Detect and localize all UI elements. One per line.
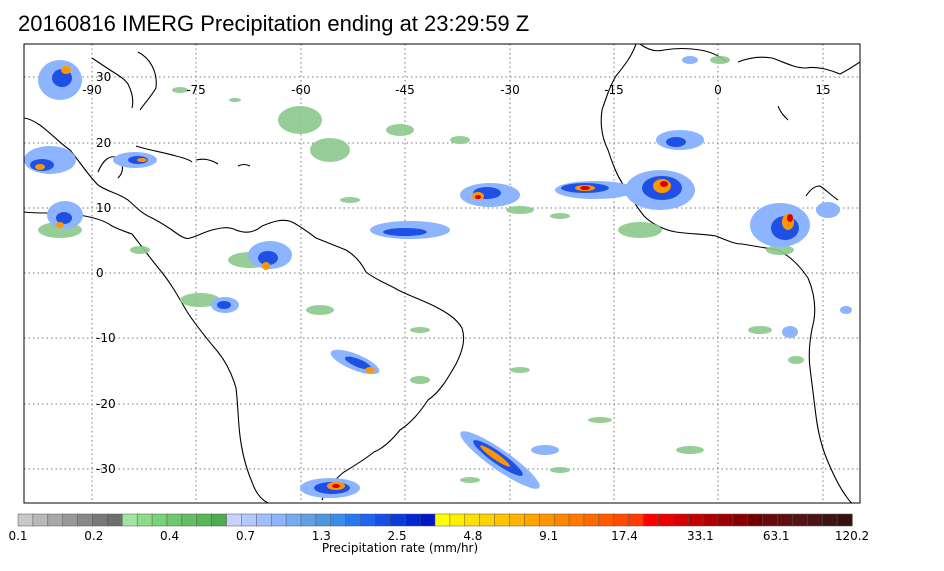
colorbar-swatch xyxy=(673,513,689,527)
longitude-label: 15 xyxy=(815,83,830,97)
latitude-label: -10 xyxy=(96,331,116,345)
longitude-label: -45 xyxy=(395,83,415,97)
colorbar-swatch xyxy=(300,513,317,527)
colorbar-swatch xyxy=(375,513,391,527)
colorbar-tick-label: 33.1 xyxy=(687,529,714,543)
colorbar-tick-label: 4.8 xyxy=(463,529,482,543)
colorbar-swatch xyxy=(464,513,481,527)
colorbar-swatch xyxy=(524,513,540,527)
colorbar xyxy=(17,513,853,527)
map-background xyxy=(24,44,860,503)
colorbar-swatch xyxy=(390,513,406,527)
colorbar-swatch xyxy=(47,513,64,527)
colorbar-swatch xyxy=(196,513,213,527)
colorbar-swatch xyxy=(658,513,674,527)
colorbar-tick-label: 0.4 xyxy=(160,529,179,543)
colorbar-swatch xyxy=(836,513,853,527)
colorbar-swatch xyxy=(419,513,436,527)
latitude-label: -20 xyxy=(96,397,116,411)
colorbar-swatch xyxy=(360,513,377,527)
map-frame xyxy=(23,43,861,504)
colorbar-swatch xyxy=(687,513,704,527)
colorbar-swatch xyxy=(136,513,153,527)
colorbar-swatch xyxy=(32,513,49,527)
longitude-label: -90 xyxy=(82,83,102,97)
colorbar-swatch xyxy=(509,513,525,527)
colorbar-tick-label: 63.1 xyxy=(763,529,790,543)
longitude-label: -75 xyxy=(186,83,206,97)
colorbar-swatch xyxy=(17,513,34,527)
colorbar-swatch xyxy=(77,513,94,527)
colorbar-swatch xyxy=(553,513,570,527)
colorbar-swatch xyxy=(181,513,198,527)
colorbar-swatch xyxy=(256,513,272,527)
colorbar-swatch xyxy=(241,513,257,527)
colorbar-swatch xyxy=(598,513,615,527)
colorbar-swatch xyxy=(62,513,79,527)
colorbar-swatch xyxy=(583,513,600,527)
colorbar-tick-label: 0.7 xyxy=(236,529,255,543)
colorbar-swatch xyxy=(807,513,823,527)
longitude-label: 0 xyxy=(714,83,722,97)
colorbar-swatch xyxy=(434,513,451,527)
colorbar-tick-label: 1.3 xyxy=(312,529,331,543)
colorbar-tick-labels: 0.1 0.2 0.4 0.7 1.3 2.5 4.8 9.1 17.4 33.1 63.1 120.… xyxy=(8,529,869,543)
colorbar-tick-label: 9.1 xyxy=(539,529,558,543)
colorbar-tick-label: 2.5 xyxy=(388,529,407,543)
latitude-label: 10 xyxy=(96,201,111,215)
longitude-label: -15 xyxy=(604,83,624,97)
colorbar-swatch xyxy=(107,513,123,527)
colorbar-swatch xyxy=(151,513,168,527)
map-title: 20160816 IMERG Precipitation ending at 2… xyxy=(18,11,530,36)
colorbar-swatch xyxy=(732,513,749,527)
colorbar-swatch xyxy=(122,513,138,527)
colorbar-swatch xyxy=(315,513,332,527)
colorbar-swatch xyxy=(166,513,183,527)
colorbar-swatch xyxy=(747,513,764,527)
latitude-label: 0 xyxy=(96,266,104,280)
colorbar-tick-label: 0.1 xyxy=(8,529,27,543)
colorbar-tick-label: 17.4 xyxy=(611,529,638,543)
colorbar-swatch xyxy=(613,513,630,527)
colorbar-swatch xyxy=(211,513,228,527)
colorbar-swatch xyxy=(792,513,808,527)
colorbar-swatch xyxy=(270,513,287,527)
colorbar-tick-label: 120.2 xyxy=(835,529,869,543)
colorbar-swatch xyxy=(449,513,466,527)
colorbar-swatch xyxy=(762,513,779,527)
colorbar-swatch xyxy=(568,513,585,527)
colorbar-swatch xyxy=(285,513,302,527)
latitude-label: -30 xyxy=(96,462,116,476)
longitude-label: -60 xyxy=(291,83,311,97)
colorbar-swatch xyxy=(92,513,108,527)
colorbar-swatch xyxy=(628,513,645,527)
colorbar-swatch xyxy=(330,513,347,527)
colorbar-swatch xyxy=(494,513,511,527)
precipitation-field xyxy=(24,56,852,498)
colorbar-swatch xyxy=(345,513,362,527)
latitude-label: 20 xyxy=(96,136,111,150)
colorbar-swatch xyxy=(702,513,719,527)
colorbar-swatch xyxy=(404,513,421,527)
colorbar-swatch xyxy=(821,513,838,527)
longitude-labels: -90 -75 -60 -45 -30 -15 0 15 xyxy=(82,83,830,97)
latitude-label: 30 xyxy=(96,70,111,84)
colorbar-swatch xyxy=(643,513,660,527)
colorbar-swatch xyxy=(777,513,794,527)
colorbar-swatch xyxy=(226,513,243,527)
longitude-label: -30 xyxy=(500,83,520,97)
latitude-labels: 30 20 10 0 -10 -20 -30 xyxy=(96,70,116,476)
colorbar-label: Precipitation rate (mm/hr) xyxy=(322,541,478,555)
colorbar-swatch xyxy=(539,513,555,527)
colorbar-tick-label: 0.2 xyxy=(84,529,103,543)
colorbar-swatch xyxy=(717,513,734,527)
colorbar-swatch xyxy=(479,513,496,527)
